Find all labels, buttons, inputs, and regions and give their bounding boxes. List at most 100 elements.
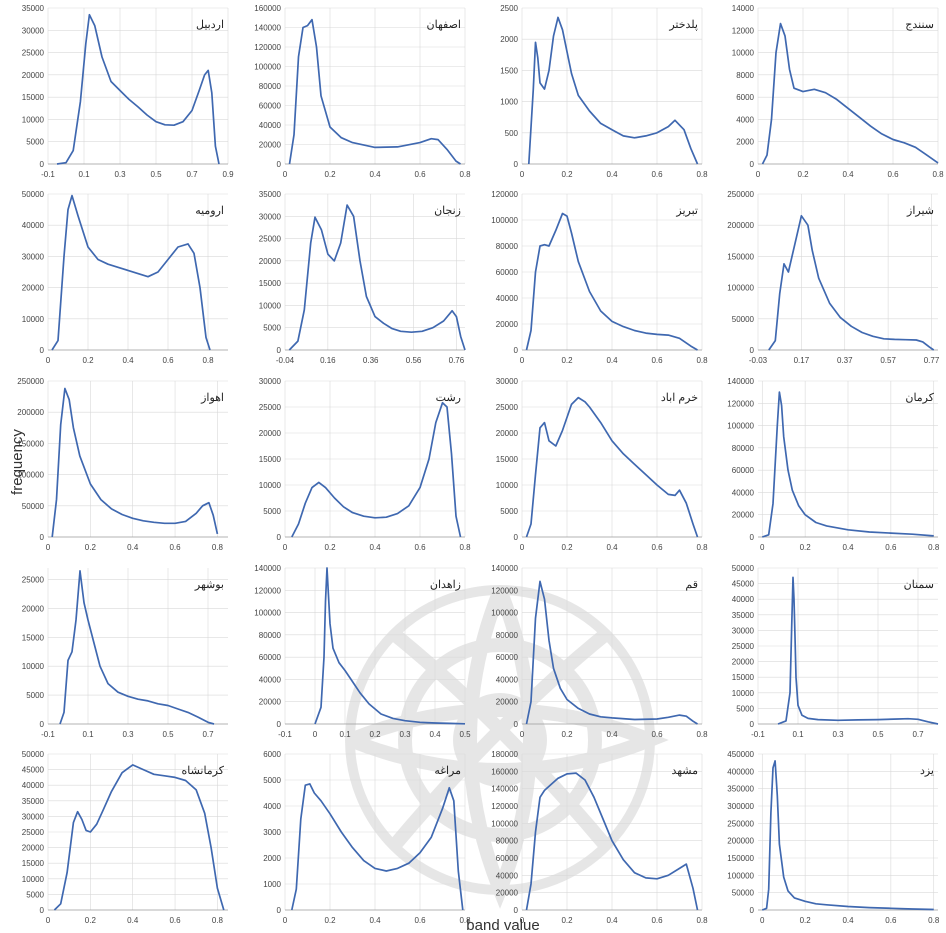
- panel-title: خرم اباد: [661, 392, 698, 404]
- y-tick-label: 25000: [22, 828, 45, 837]
- x-tick-label: 0.4: [127, 916, 139, 925]
- x-tick-label: 0.37: [837, 356, 853, 365]
- y-tick-label: 35000: [22, 4, 45, 13]
- y-tick-label: 80000: [496, 837, 519, 846]
- y-tick-label: 25000: [732, 642, 755, 651]
- y-tick-label: 120000: [491, 802, 518, 811]
- x-tick-label: 0.4: [606, 356, 618, 365]
- series-line: [777, 576, 939, 725]
- x-tick-label: 0.4: [127, 543, 139, 552]
- y-tick-label: 120000: [254, 586, 281, 595]
- y-tick-label: 20000: [496, 698, 519, 707]
- x-tick-label: 0.1: [82, 730, 94, 739]
- y-tick-label: 5000: [26, 890, 44, 899]
- y-tick-label: 0: [514, 346, 519, 355]
- y-tick-label: 80000: [496, 242, 519, 251]
- y-tick-label: 100000: [727, 284, 754, 293]
- y-tick-label: 15000: [732, 673, 755, 682]
- x-tick-label: 0.5: [162, 730, 174, 739]
- panel-2: 0 20000 40000 60000 80000 100000 120000 140000 1…: [254, 4, 471, 179]
- x-tick-label: 0.2: [82, 356, 94, 365]
- y-tick-label: 25000: [259, 403, 282, 412]
- x-tick-label: 0.2: [800, 916, 812, 925]
- x-tick-label: 0.9: [222, 170, 234, 179]
- y-tick-label: 0: [40, 160, 45, 169]
- y-tick-label: 80000: [259, 82, 282, 91]
- y-tick-label: 10000: [732, 689, 755, 698]
- x-tick-label: 0: [520, 543, 525, 552]
- y-tick-label: 8000: [736, 71, 754, 80]
- y-tick-label: 2000: [263, 854, 281, 863]
- y-tick-label: 20000: [496, 320, 519, 329]
- y-tick-label: 250000: [17, 377, 44, 386]
- y-tick-label: 5000: [736, 704, 754, 713]
- series-line: [288, 204, 466, 351]
- series-line: [525, 772, 699, 911]
- panel-title: کرمان: [905, 392, 934, 404]
- x-tick-label: 0.2: [324, 916, 336, 925]
- x-tick-label: 0: [520, 356, 525, 365]
- y-tick-label: 60000: [496, 268, 519, 277]
- y-tick-label: 150000: [17, 439, 44, 448]
- x-tick-label: 0.6: [651, 543, 663, 552]
- y-tick-label: 30000: [732, 626, 755, 635]
- y-tick-label: 120000: [491, 190, 518, 199]
- y-tick-label: 10000: [22, 115, 45, 124]
- y-tick-label: 30000: [22, 26, 45, 35]
- panel-14: 0 20000 40000 60000 80000 100000 120000 140000 -…: [254, 564, 471, 739]
- y-tick-label: 5000: [500, 507, 518, 516]
- panel-12: 0 20000 40000 60000 80000 100000 120000 140000 0…: [727, 377, 940, 552]
- y-tick-label: 30000: [22, 812, 45, 821]
- x-tick-label: 0.5: [150, 170, 162, 179]
- y-tick-label: 1000: [263, 880, 281, 889]
- panel-20: 0 50000 100000 150000 200000 250000 300000 3500…: [727, 750, 940, 925]
- x-tick-label: 0: [283, 170, 288, 179]
- y-tick-label: 0: [40, 533, 45, 542]
- y-tick-label: 40000: [496, 871, 519, 880]
- y-tick-label: 20000: [259, 698, 282, 707]
- y-tick-label: 40000: [22, 221, 45, 230]
- x-tick-label: 0.56: [406, 356, 422, 365]
- y-tick-label: 0: [750, 346, 755, 355]
- x-tick-label: 0: [46, 356, 51, 365]
- panel-19: 0 20000 40000 60000 80000 100000 120000 140000 1…: [491, 750, 708, 925]
- x-tick-label: 0: [520, 730, 525, 739]
- x-tick-label: 0.16: [320, 356, 336, 365]
- panel-title: مراغه: [434, 765, 461, 777]
- panel-10: 0 5000 10000 15000 20000 25000 30000 0 0.2 0.4 0.6…: [259, 377, 471, 552]
- series-line: [527, 16, 699, 165]
- y-tick-label: 20000: [22, 284, 45, 293]
- y-tick-label: 1500: [500, 66, 518, 75]
- y-tick-label: 25000: [496, 403, 519, 412]
- panel-5: 0 10000 20000 30000 40000 50000 0 0.2 0.4 0.6 0.8 ا…: [22, 190, 228, 365]
- y-tick-label: 2000: [736, 138, 754, 147]
- y-tick-label: 450000: [727, 750, 754, 759]
- x-tick-label: 0.3: [399, 730, 411, 739]
- panel-4: 0 2000 4000 6000 8000 10000 12000 14000 0 0.2 0.4 0…: [732, 4, 944, 179]
- x-tick-label: 0: [46, 916, 51, 925]
- x-tick-label: 0.6: [169, 543, 181, 552]
- x-tick-label: 0.6: [885, 916, 897, 925]
- x-tick-label: 0.6: [651, 916, 663, 925]
- y-tick-label: 80000: [496, 631, 519, 640]
- y-tick-label: 12000: [732, 26, 755, 35]
- y-tick-label: 15000: [22, 633, 45, 642]
- y-tick-label: 14000: [732, 4, 755, 13]
- y-tick-label: 60000: [259, 653, 282, 662]
- y-tick-label: 25000: [22, 49, 45, 58]
- panel-title: یزد: [920, 765, 934, 777]
- x-tick-label: 0.6: [651, 730, 663, 739]
- x-tick-label: 0: [520, 916, 525, 925]
- y-tick-label: 20000: [732, 658, 755, 667]
- y-tick-label: 0: [277, 533, 282, 542]
- series-line: [53, 764, 225, 911]
- x-tick-label: 0.36: [363, 356, 379, 365]
- y-tick-label: 15000: [496, 455, 519, 464]
- x-tick-label: 0.8: [696, 356, 708, 365]
- y-tick-label: 1000: [500, 98, 518, 107]
- series-line: [525, 212, 698, 351]
- y-tick-label: 40000: [259, 675, 282, 684]
- y-tick-label: 6000: [736, 93, 754, 102]
- y-tick-label: 25000: [22, 576, 45, 585]
